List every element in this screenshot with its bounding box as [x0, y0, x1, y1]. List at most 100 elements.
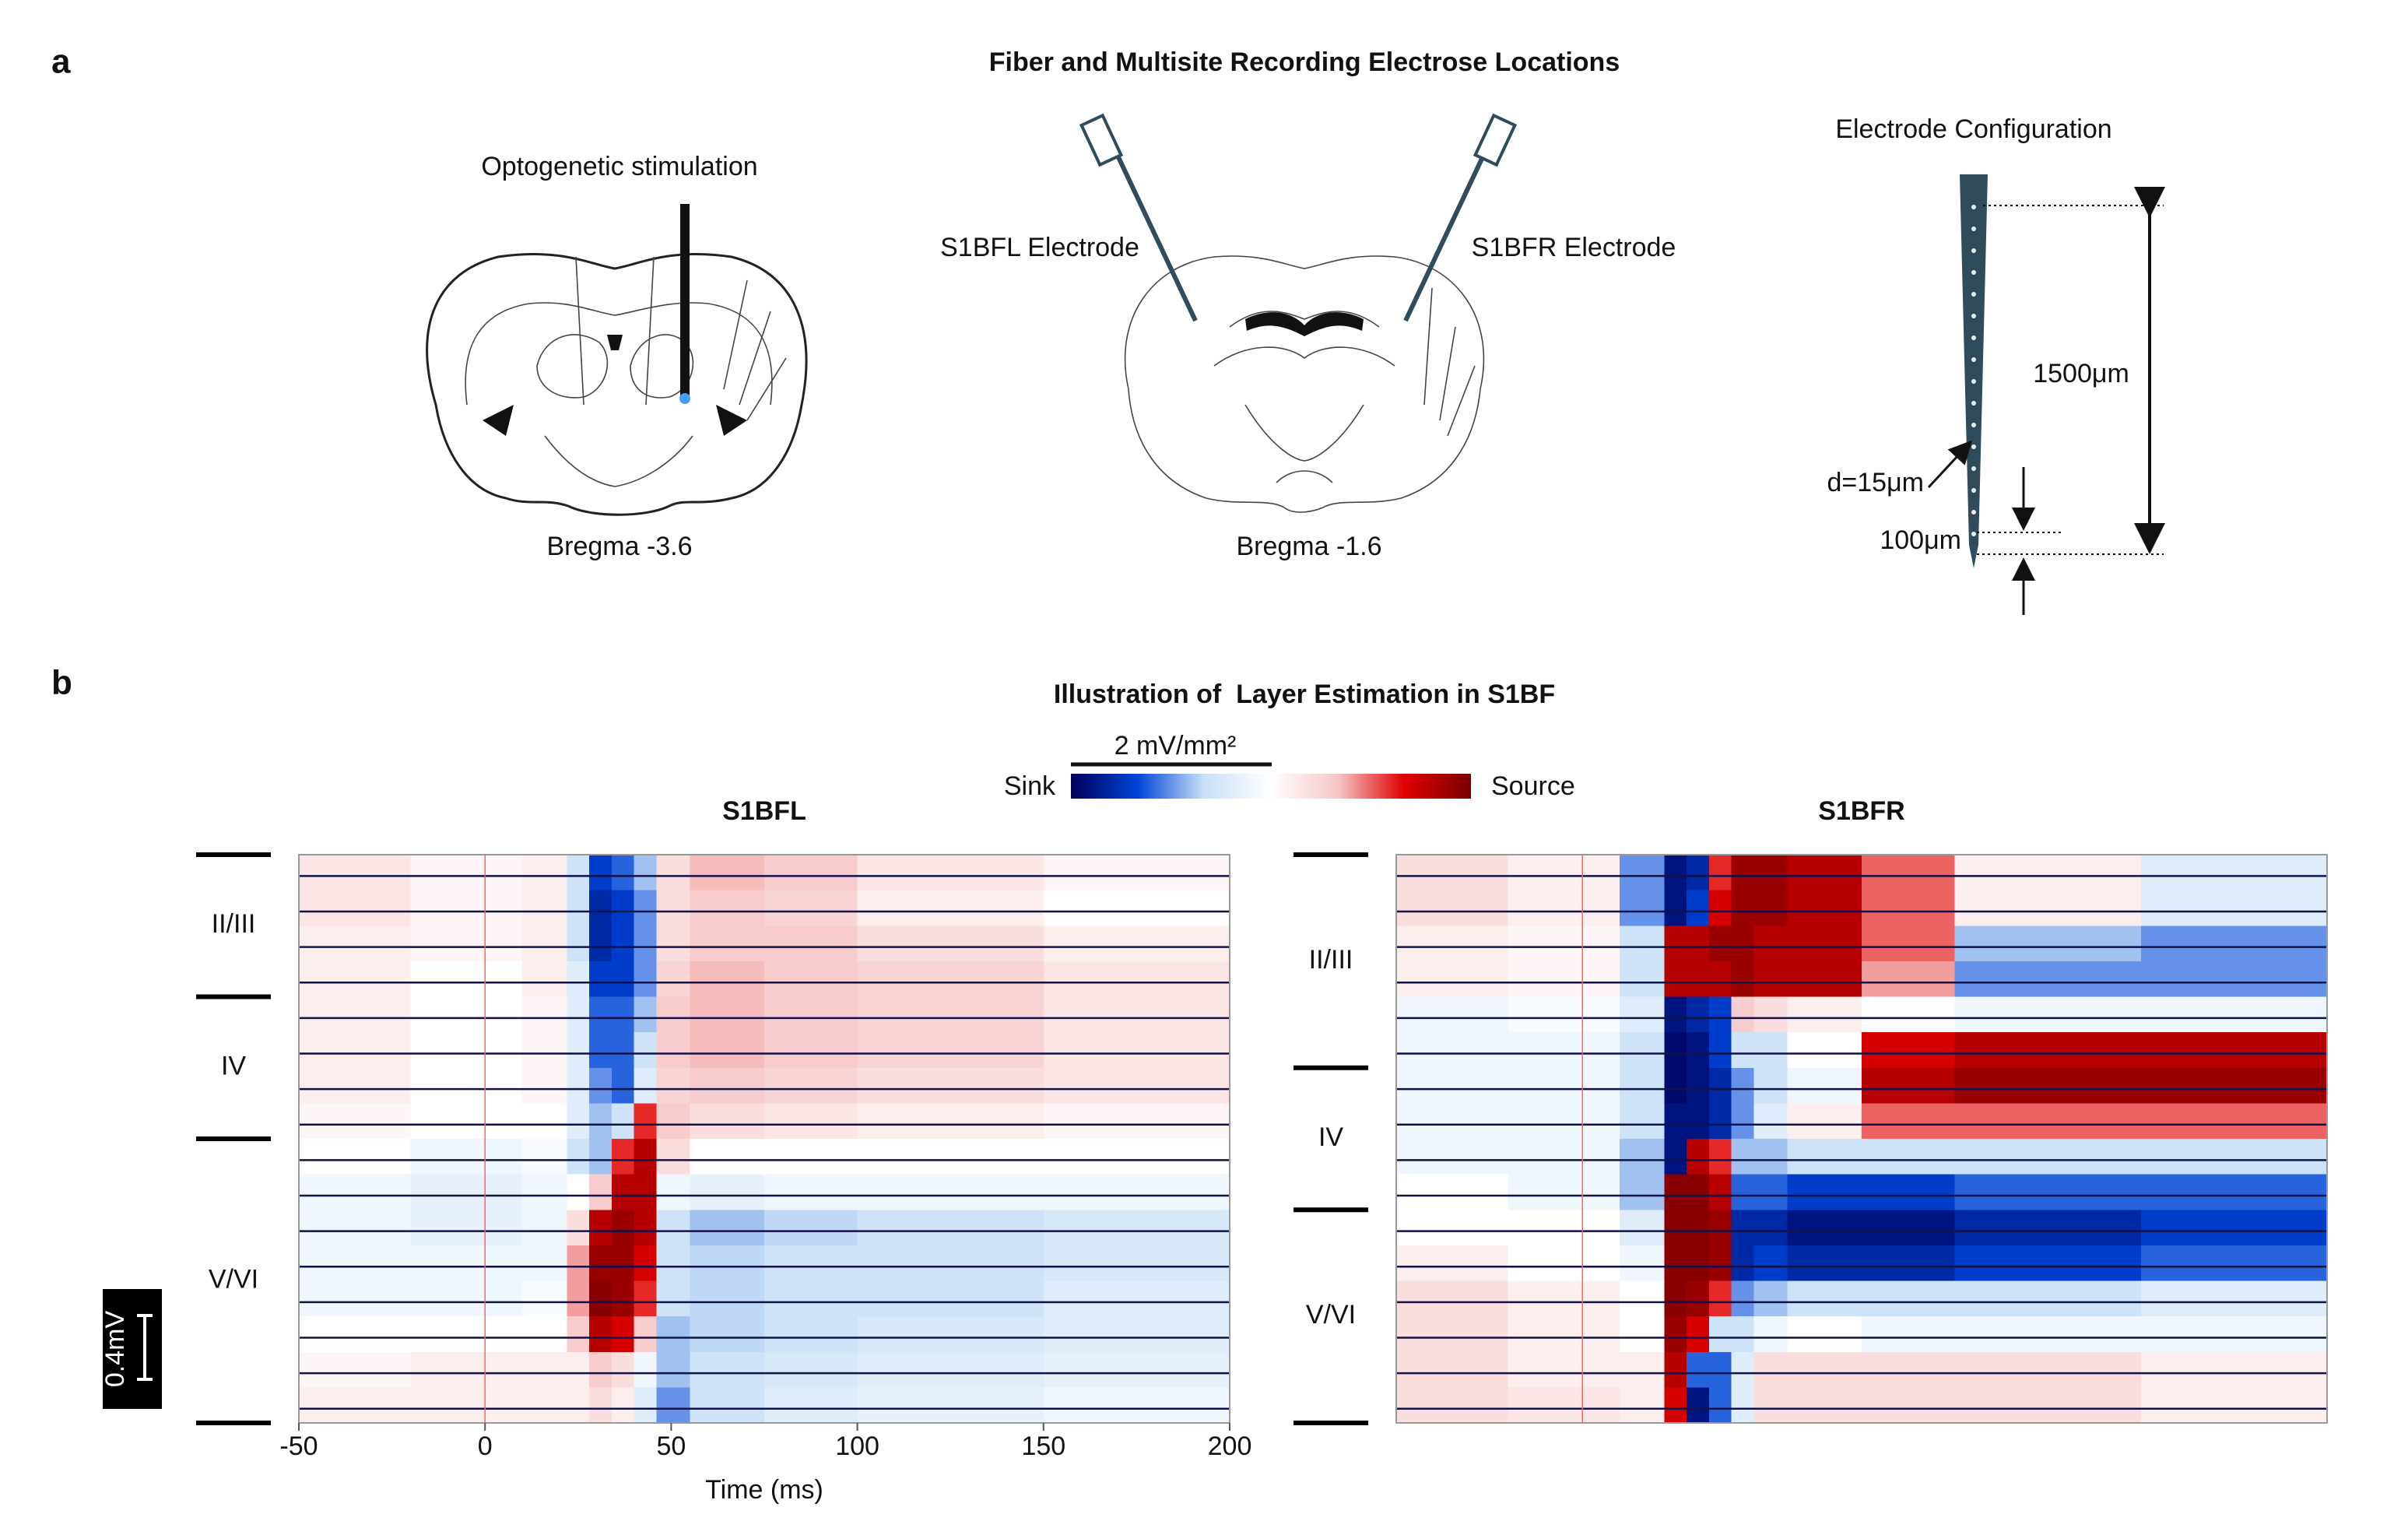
x-tick-label: 50 — [656, 1431, 686, 1461]
cell — [611, 926, 635, 962]
cell — [2140, 1139, 2328, 1175]
cell — [1620, 1174, 1666, 1211]
cell — [1787, 1210, 1862, 1246]
cell — [589, 1316, 613, 1353]
cell — [1731, 1103, 1755, 1140]
cell — [1862, 890, 1956, 927]
cell — [1043, 1032, 1230, 1069]
cell — [1043, 890, 1230, 927]
layer-label: V/VI — [209, 1264, 258, 1294]
cell — [1687, 1032, 1710, 1069]
cell — [1708, 1210, 1732, 1246]
cell — [2140, 996, 2328, 1033]
x-axis-label: Time (ms) — [705, 1475, 823, 1505]
cell — [1687, 890, 1710, 927]
cell — [2140, 961, 2328, 998]
cell — [634, 1280, 658, 1317]
cell — [299, 1351, 412, 1389]
voltage-scale: 0.4mV — [100, 1289, 162, 1409]
cell — [567, 890, 590, 927]
cell — [589, 1174, 613, 1211]
panel-title: Illustration of Layer Estimation in S1BF — [1054, 680, 1555, 709]
cell — [634, 855, 658, 891]
cell — [2140, 890, 2328, 927]
config-title: Electrode Configuration — [1835, 114, 2111, 144]
cell — [567, 1032, 590, 1069]
cell — [634, 1032, 658, 1069]
cell — [410, 1351, 523, 1389]
cell — [1753, 1280, 1788, 1317]
cell — [589, 1067, 613, 1105]
cell — [1954, 855, 2142, 891]
cell — [634, 1387, 658, 1424]
cell — [1708, 961, 1732, 998]
cell — [656, 1174, 691, 1211]
cell — [764, 926, 858, 962]
cell — [1862, 1387, 1956, 1424]
cell — [1508, 1245, 1620, 1282]
cell — [1687, 1316, 1710, 1353]
cell — [857, 890, 1044, 927]
cell — [1787, 1351, 1862, 1389]
cell — [634, 890, 658, 927]
cell — [522, 1351, 568, 1389]
cell — [2140, 1351, 2328, 1389]
cell — [1731, 996, 1755, 1033]
cell — [857, 1067, 1044, 1105]
brain-section-right — [1079, 113, 1518, 513]
cell — [299, 855, 412, 891]
cell — [589, 1245, 613, 1282]
cell — [857, 1174, 1044, 1211]
cell — [634, 1103, 658, 1140]
cell — [1787, 1245, 1862, 1282]
cell — [1731, 1032, 1755, 1069]
cell — [764, 1280, 858, 1317]
cell — [2140, 1387, 2328, 1424]
cell — [1753, 1210, 1788, 1246]
cell — [1862, 996, 1956, 1033]
cell — [299, 1139, 412, 1175]
cell — [1708, 1316, 1732, 1353]
cell — [567, 1316, 590, 1353]
cell — [764, 1174, 858, 1211]
cell — [1396, 1032, 1509, 1069]
cell — [1396, 1067, 1509, 1105]
cell — [1954, 1174, 2142, 1211]
cell — [1687, 1067, 1710, 1105]
cell — [690, 1103, 765, 1140]
cell — [1753, 1351, 1788, 1389]
cell — [522, 890, 568, 927]
cell — [690, 1280, 765, 1317]
cell — [1687, 1210, 1710, 1246]
panel-label: a — [51, 43, 71, 81]
cell — [2140, 1280, 2328, 1317]
cell — [299, 961, 412, 998]
cell — [1043, 1174, 1230, 1211]
cell — [857, 1032, 1044, 1069]
cell — [410, 1245, 523, 1282]
cell — [1787, 1387, 1862, 1424]
cell — [589, 890, 613, 927]
cell — [1862, 1032, 1956, 1069]
cell — [1954, 1280, 2142, 1317]
cell — [567, 1174, 590, 1211]
cell — [1862, 1316, 1956, 1353]
cell — [1508, 1387, 1620, 1424]
cell — [634, 1351, 658, 1389]
cell — [611, 1103, 635, 1140]
cell — [567, 1387, 590, 1424]
cell — [1664, 1139, 1687, 1175]
cell — [1664, 1067, 1687, 1105]
cell — [857, 926, 1044, 962]
cell — [690, 1139, 765, 1175]
cell — [1043, 1351, 1230, 1389]
cell — [1508, 1067, 1620, 1105]
cell — [857, 1245, 1044, 1282]
x-tick-label: 0 — [478, 1431, 493, 1461]
cell — [1954, 1387, 2142, 1424]
cell — [656, 1210, 691, 1246]
spacing-label: 100μm — [1880, 525, 1961, 555]
cell — [857, 1103, 1044, 1140]
cell — [1731, 1139, 1755, 1175]
cell — [690, 926, 765, 962]
